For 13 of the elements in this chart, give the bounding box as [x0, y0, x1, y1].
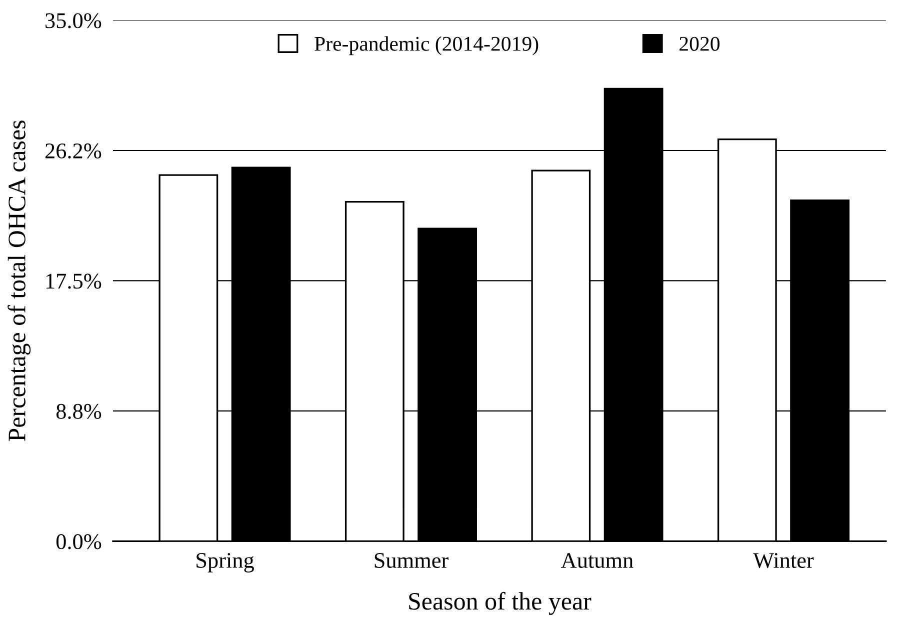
x-tick-label: Winter	[753, 553, 814, 568]
y-axis-title: Percentage of total OHCA cases	[8, 120, 31, 442]
x-axis-title: Season of the year	[409, 592, 592, 615]
y-tick-label: 35.0%	[46, 13, 102, 28]
x-tick-label: Summer	[374, 553, 448, 568]
x-tick-label: Autumn	[561, 553, 634, 568]
legend-label: 2020	[680, 36, 720, 51]
y-tick-label: 0.0%	[56, 534, 102, 550]
y-tick-label: 8.8%	[56, 404, 102, 419]
y-tick-label: 26.2%	[45, 143, 102, 159]
y-tick-label: 17.5%	[46, 274, 102, 289]
legend-label: Pre-pandemic (2014-2019)	[314, 36, 538, 56]
x-tick-label: Spring	[196, 552, 254, 572]
